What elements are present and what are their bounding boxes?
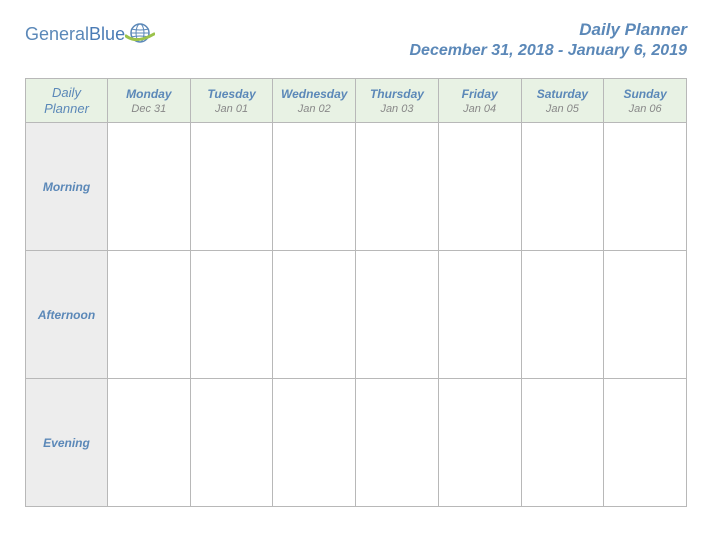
- day-date: Jan 03: [360, 103, 434, 115]
- globe-icon: [125, 20, 155, 48]
- day-name: Tuesday: [195, 87, 269, 101]
- period-label: Afternoon: [26, 251, 108, 379]
- day-date: Jan 06: [608, 103, 682, 115]
- planner-cell[interactable]: [190, 251, 273, 379]
- day-name: Friday: [443, 87, 517, 101]
- corner-cell: Daily Planner: [26, 79, 108, 123]
- day-header: Wednesday Jan 02: [273, 79, 356, 123]
- planner-cell[interactable]: [273, 251, 356, 379]
- table-row: Afternoon: [26, 251, 687, 379]
- planner-cell[interactable]: [190, 379, 273, 507]
- planner-cell[interactable]: [438, 251, 521, 379]
- day-date: Jan 01: [195, 103, 269, 115]
- day-date: Jan 05: [526, 103, 600, 115]
- planner-cell[interactable]: [604, 123, 687, 251]
- day-name: Monday: [112, 87, 186, 101]
- day-header: Saturday Jan 05: [521, 79, 604, 123]
- day-header: Monday Dec 31: [108, 79, 191, 123]
- planner-cell[interactable]: [604, 251, 687, 379]
- title-block: Daily Planner December 31, 2018 - Januar…: [409, 20, 687, 60]
- planner-cell[interactable]: [438, 123, 521, 251]
- day-name: Saturday: [526, 87, 600, 101]
- planner-cell[interactable]: [356, 251, 439, 379]
- date-range: December 31, 2018 - January 6, 2019: [409, 42, 687, 60]
- table-row: Morning: [26, 123, 687, 251]
- period-label: Evening: [26, 379, 108, 507]
- period-label: Morning: [26, 123, 108, 251]
- planner-cell[interactable]: [108, 251, 191, 379]
- planner-cell[interactable]: [108, 379, 191, 507]
- planner-cell[interactable]: [604, 379, 687, 507]
- header: GeneralBlue Daily Planner December 31, 2…: [25, 20, 687, 60]
- day-header: Friday Jan 04: [438, 79, 521, 123]
- planner-cell[interactable]: [273, 123, 356, 251]
- planner-cell[interactable]: [521, 123, 604, 251]
- logo: GeneralBlue: [25, 20, 155, 48]
- day-header: Thursday Jan 03: [356, 79, 439, 123]
- logo-text-blue: Blue: [89, 24, 125, 44]
- planner-cell[interactable]: [356, 123, 439, 251]
- planner-table: Daily Planner Monday Dec 31 Tuesday Jan …: [25, 78, 687, 507]
- day-date: Jan 04: [443, 103, 517, 115]
- day-name: Wednesday: [277, 87, 351, 101]
- planner-cell[interactable]: [190, 123, 273, 251]
- day-date: Dec 31: [112, 103, 186, 115]
- planner-cell[interactable]: [273, 379, 356, 507]
- planner-cell[interactable]: [108, 123, 191, 251]
- table-row: Evening: [26, 379, 687, 507]
- planner-cell[interactable]: [521, 379, 604, 507]
- day-header: Sunday Jan 06: [604, 79, 687, 123]
- planner-cell[interactable]: [438, 379, 521, 507]
- day-name: Sunday: [608, 87, 682, 101]
- page-title: Daily Planner: [409, 20, 687, 40]
- planner-cell[interactable]: [356, 379, 439, 507]
- day-name: Thursday: [360, 87, 434, 101]
- day-header: Tuesday Jan 01: [190, 79, 273, 123]
- planner-cell[interactable]: [521, 251, 604, 379]
- day-date: Jan 02: [277, 103, 351, 115]
- logo-text-general: General: [25, 24, 89, 44]
- header-row: Daily Planner Monday Dec 31 Tuesday Jan …: [26, 79, 687, 123]
